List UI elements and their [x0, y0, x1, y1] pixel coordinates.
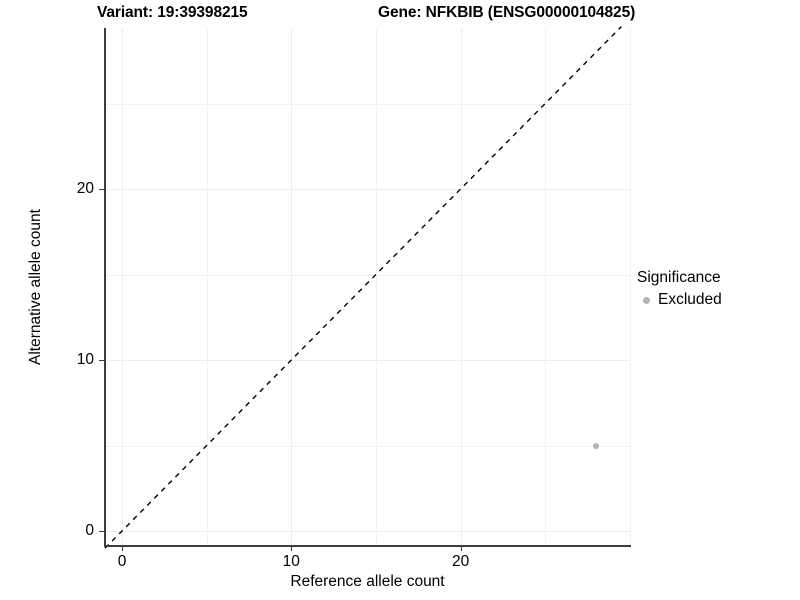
x-axis-line [104, 545, 631, 547]
legend-dot-icon [642, 296, 650, 304]
x-axis-label: Reference allele count [290, 573, 445, 590]
gridline-horizontal [105, 445, 630, 447]
y-tick-mark [99, 360, 104, 361]
gridline-vertical [206, 28, 208, 545]
gridline-vertical [375, 28, 377, 545]
y-axis-label: Alternative allele count [27, 209, 44, 365]
x-tick-mark [291, 546, 293, 551]
variant-title: Variant: 19:39398215 [97, 4, 248, 21]
gridline-vertical [629, 28, 631, 545]
gridline-horizontal [105, 531, 630, 532]
gridline-vertical [291, 28, 293, 545]
x-tick-label: 20 [451, 553, 470, 570]
x-tick-mark [460, 546, 462, 551]
y-tick-mark [99, 189, 104, 190]
legend-item-label: Excluded [658, 291, 722, 308]
gene-title: Gene: NFKBIB (ENSG00000104825) [378, 4, 636, 21]
gridline-vertical [122, 28, 123, 545]
legend: Significance Excluded [637, 268, 722, 310]
gridline-horizontal [105, 189, 630, 190]
y-tick-label: 20 [76, 180, 94, 197]
legend-key [637, 291, 655, 309]
y-tick-label: 10 [76, 351, 94, 368]
y-tick-label: 0 [85, 522, 94, 539]
y-axis-line [104, 28, 106, 546]
x-tick-label: 10 [282, 553, 300, 570]
gridline-horizontal [105, 360, 630, 361]
gridline-vertical [460, 28, 462, 545]
gridline-horizontal [105, 274, 630, 276]
gridline-vertical [545, 28, 547, 545]
data-point [593, 442, 600, 449]
legend-entries: Excluded [637, 290, 722, 310]
x-tick-mark [122, 546, 123, 551]
legend-item-excluded[interactable]: Excluded [637, 290, 722, 310]
legend-title: Significance [637, 269, 721, 286]
x-tick-label: 0 [117, 553, 127, 570]
plot-panel [105, 28, 631, 545]
y-tick-mark [99, 531, 104, 532]
gridline-horizontal [105, 103, 630, 105]
